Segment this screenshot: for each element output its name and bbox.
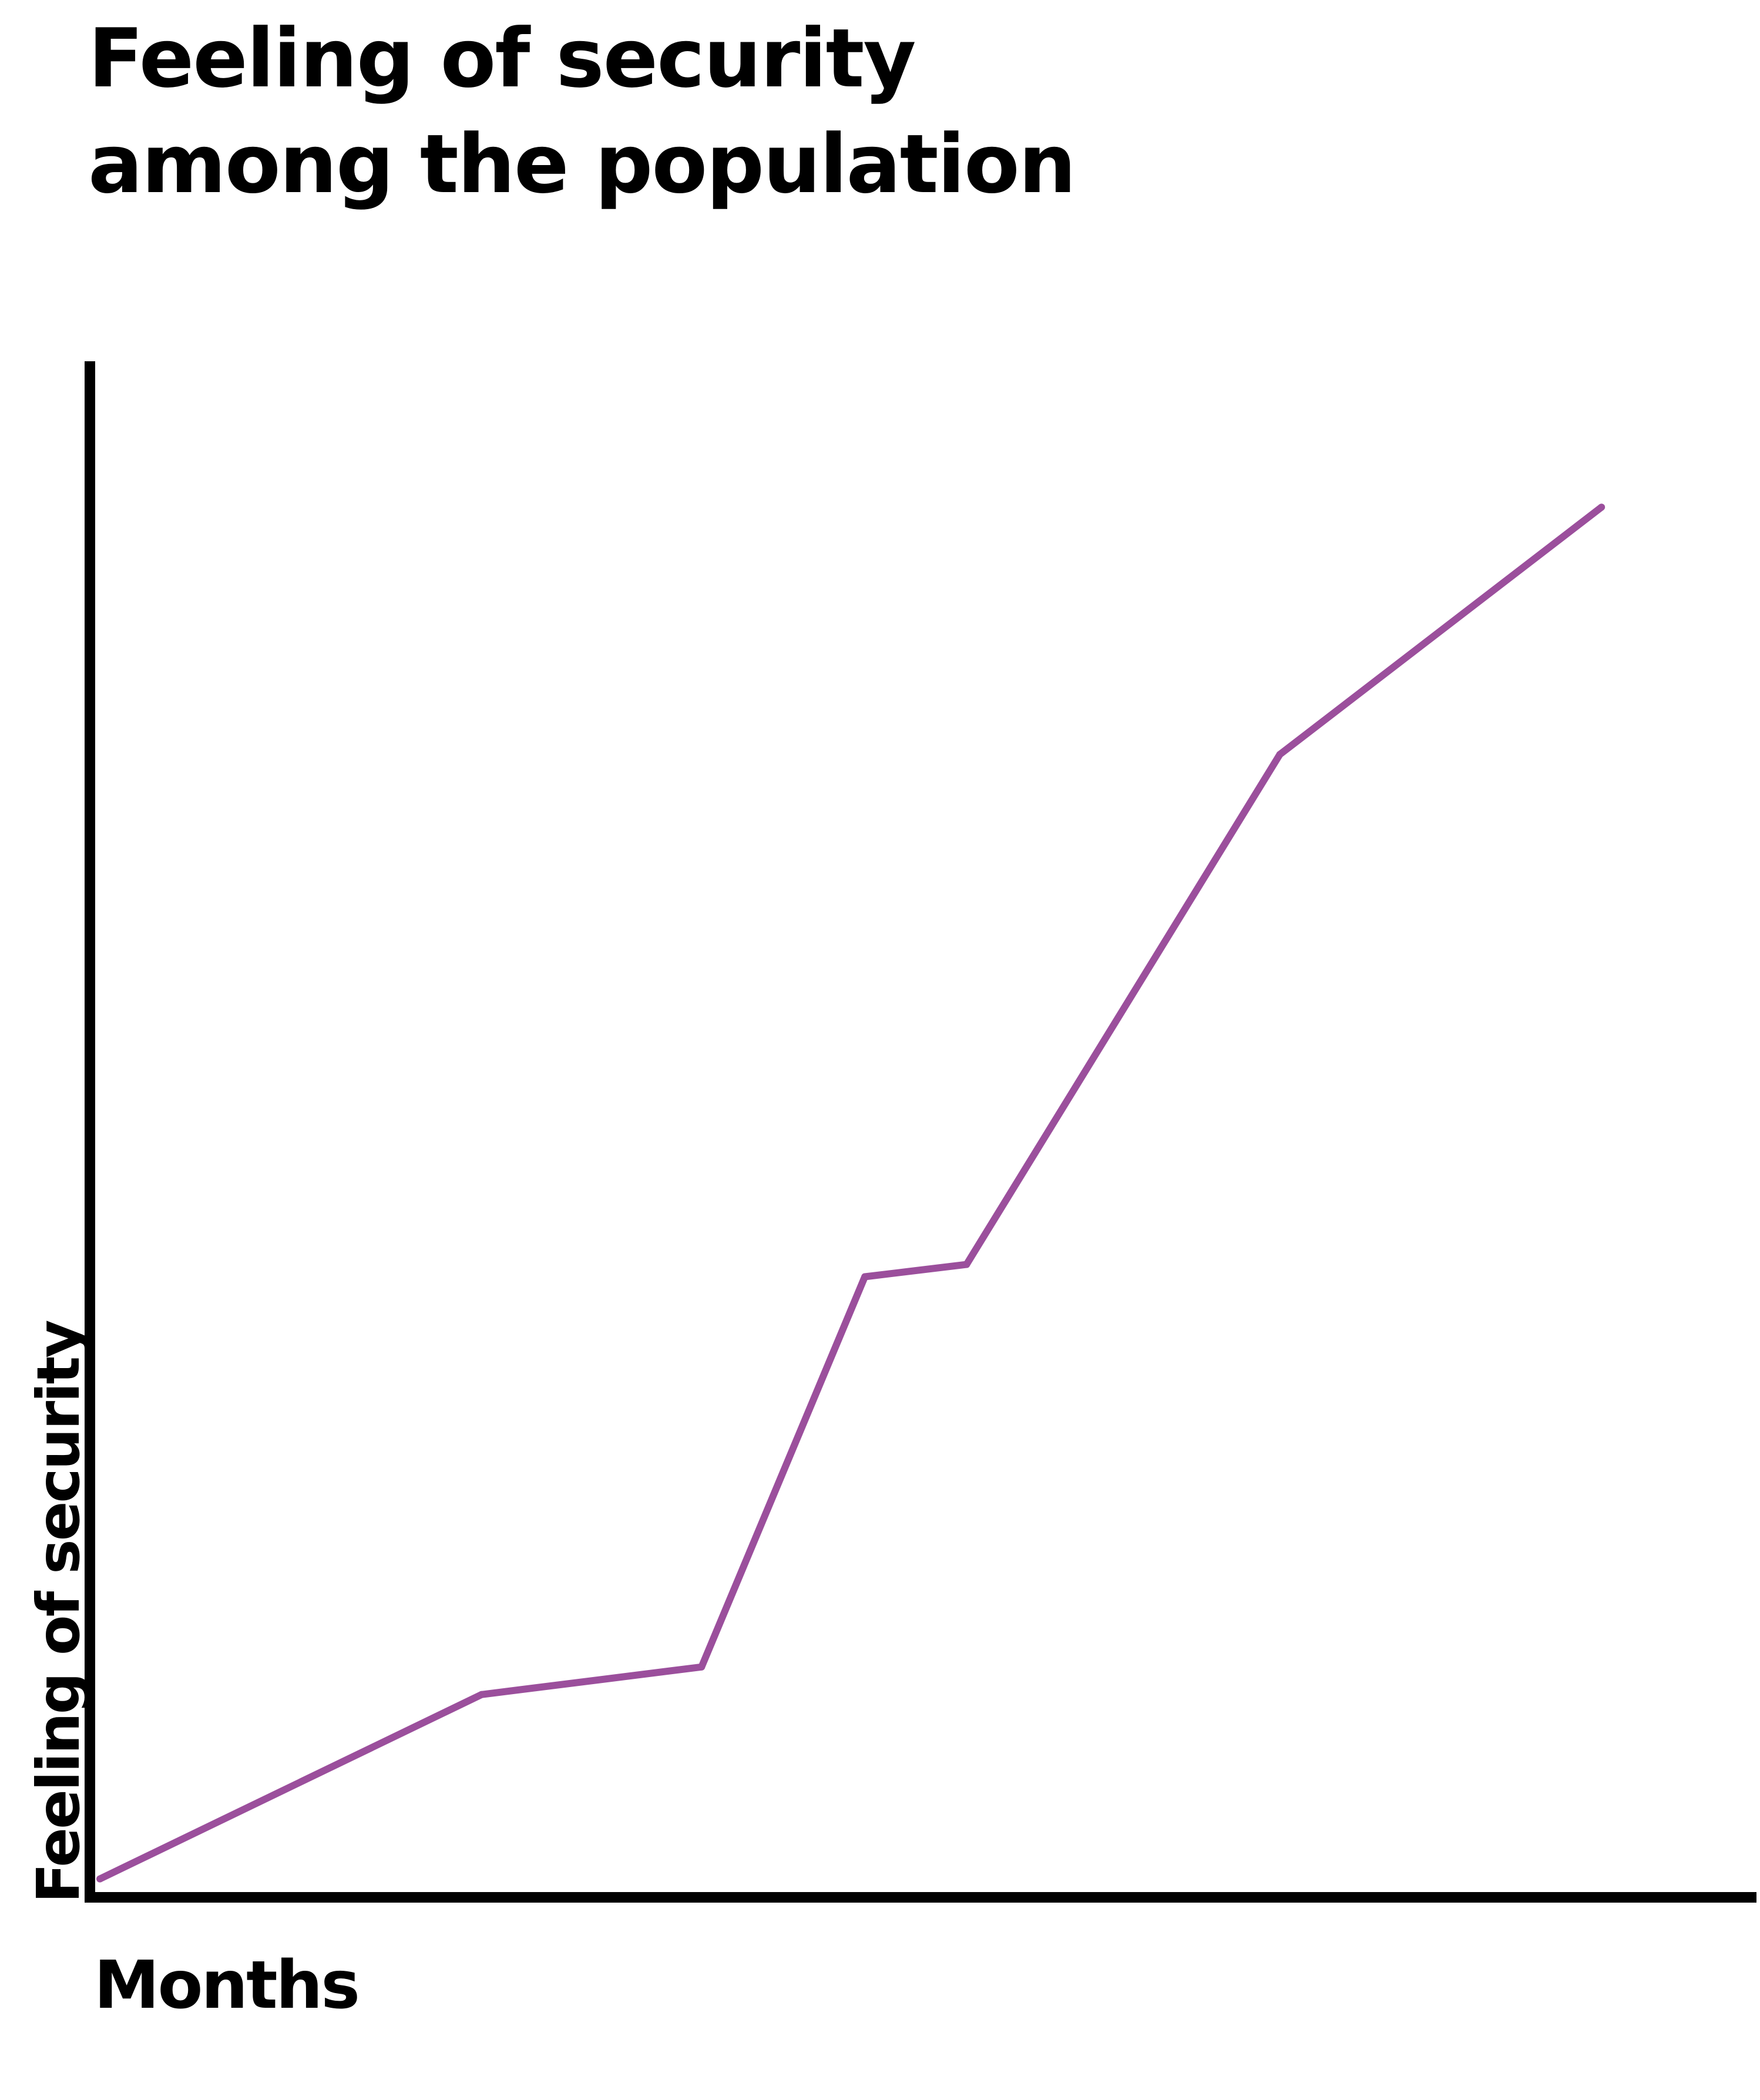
data-point xyxy=(963,1261,970,1268)
chart-title: Feeling of security among the population xyxy=(88,11,1076,211)
data-point xyxy=(1598,503,1606,511)
data-point xyxy=(861,1273,869,1281)
data-point xyxy=(96,1875,103,1883)
series-line-0 xyxy=(98,504,1604,1883)
y-axis-label: Feeling of security xyxy=(24,1321,93,1903)
x-axis-label: Months xyxy=(94,1947,360,2024)
data-point xyxy=(1276,751,1284,758)
plot-area xyxy=(96,503,1606,1883)
data-point xyxy=(698,1663,706,1671)
data-point xyxy=(478,1691,485,1698)
